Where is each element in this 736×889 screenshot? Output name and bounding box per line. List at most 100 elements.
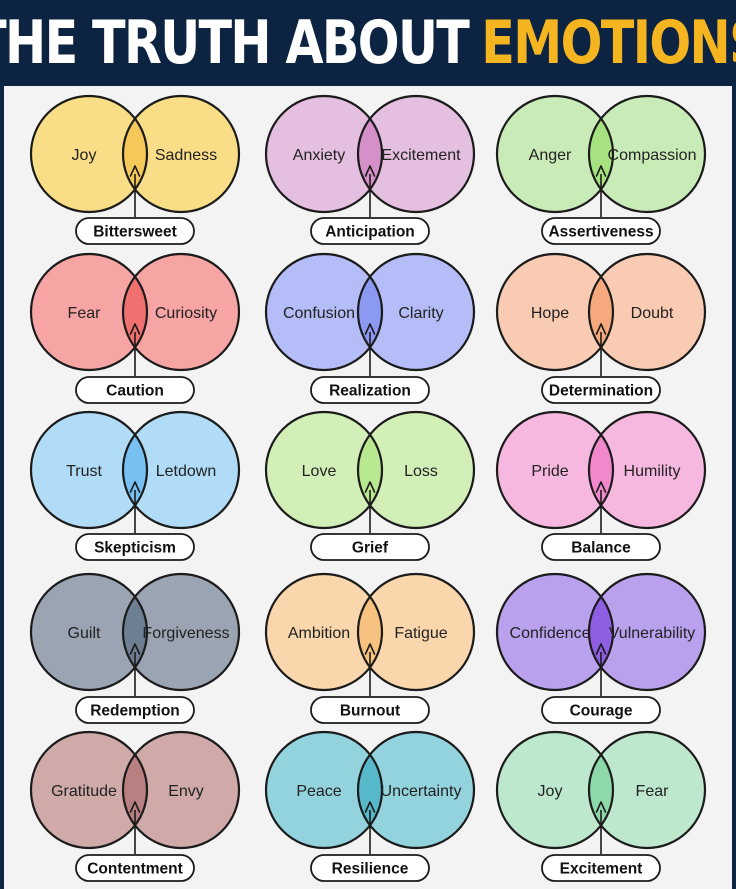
left-circle-outline xyxy=(264,410,384,530)
right-emotion-label: Clarity xyxy=(398,305,443,322)
right-circle-outline xyxy=(121,252,241,372)
left-circle-fill xyxy=(266,412,382,528)
result-label: Determination xyxy=(549,383,653,400)
right-circle-outline xyxy=(121,572,241,692)
arrow-head xyxy=(364,801,376,813)
left-emotion-label: Ambition xyxy=(288,625,350,642)
venn-1: Bittersweet Joy Sadness xyxy=(29,94,241,245)
venn-13: Contentment Gratitude Envy xyxy=(29,730,241,882)
left-emotion-label: Anxiety xyxy=(293,147,345,164)
left-emotion-label: Hope xyxy=(531,305,569,322)
arrow-head xyxy=(364,323,376,335)
arrow-head xyxy=(129,643,141,655)
result-label-pill xyxy=(541,854,661,882)
result-label-pill xyxy=(75,217,195,245)
result-label: Courage xyxy=(570,703,633,720)
right-emotion-label: Vulnerability xyxy=(609,625,696,642)
right-emotion-label: Doubt xyxy=(631,305,674,322)
venn-5: Realization Confusion Clarity xyxy=(264,252,476,404)
right-circle-fill xyxy=(123,574,239,690)
result-label: Resilience xyxy=(332,861,409,878)
result-label: Excitement xyxy=(560,861,643,878)
left-circle-outline xyxy=(29,730,149,850)
result-label: Burnout xyxy=(340,703,400,720)
right-circle-fill xyxy=(123,412,239,528)
right-circle-fill xyxy=(123,254,239,370)
arrow-head xyxy=(129,801,141,813)
right-circle-fill xyxy=(589,96,705,212)
venn-3: Assertiveness Anger Compassion xyxy=(495,94,707,245)
result-label-pill xyxy=(310,376,430,404)
right-emotion-label: Forgiveness xyxy=(142,625,229,642)
title-part-2: EMOTIONS xyxy=(481,8,736,78)
right-circle-outline xyxy=(356,730,476,850)
right-emotion-label: Excitement xyxy=(381,147,461,164)
result-label: Realization xyxy=(329,383,411,400)
venn-10: Redemption Guilt Forgiveness xyxy=(29,572,241,724)
left-circle-fill xyxy=(31,412,147,528)
right-emotion-label: Envy xyxy=(168,783,204,800)
right-emotion-label: Letdown xyxy=(156,463,217,480)
left-emotion-label: Peace xyxy=(296,783,341,800)
right-circle-fill xyxy=(358,96,474,212)
left-circle-outline xyxy=(264,730,384,850)
right-circle-fill xyxy=(589,254,705,370)
result-label-pill xyxy=(75,854,195,882)
result-label-pill xyxy=(310,533,430,561)
venn-12: Courage Confidence Vulnerability xyxy=(495,572,707,724)
left-circle-fill xyxy=(266,254,382,370)
right-emotion-label: Fear xyxy=(636,783,670,800)
left-circle-fill xyxy=(31,96,147,212)
result-label-pill xyxy=(75,533,195,561)
right-emotion-label: Sadness xyxy=(155,147,217,164)
right-emotion-label: Uncertainty xyxy=(381,783,462,800)
right-circle-outline xyxy=(356,410,476,530)
right-circle-outline xyxy=(587,94,707,214)
right-emotion-label: Curiosity xyxy=(155,305,217,322)
arrow-head xyxy=(595,165,607,177)
venn-2: Anticipation Anxiety Excitement xyxy=(264,94,476,245)
left-emotion-label: Anger xyxy=(529,147,572,164)
venn-7: Skepticism Trust Letdown xyxy=(29,410,241,561)
result-label-pill xyxy=(75,696,195,724)
venn-4: Caution Fear Curiosity xyxy=(29,252,241,404)
right-circle-fill xyxy=(589,574,705,690)
right-circle-outline xyxy=(587,410,707,530)
left-circle-outline xyxy=(29,94,149,214)
right-circle-outline xyxy=(587,730,707,850)
arrow-head xyxy=(129,323,141,335)
right-circle-outline xyxy=(356,572,476,692)
page-title: THE TRUTH ABOUT EMOTIONS xyxy=(0,0,736,86)
right-emotion-label: Loss xyxy=(404,463,438,480)
left-circle-outline xyxy=(495,94,615,214)
left-emotion-label: Guilt xyxy=(68,625,101,642)
right-circle-outline xyxy=(356,252,476,372)
left-circle-fill xyxy=(31,732,147,848)
result-label-pill xyxy=(310,696,430,724)
right-emotion-label: Humility xyxy=(624,463,681,480)
result-label: Redemption xyxy=(90,703,180,720)
result-label: Bittersweet xyxy=(93,224,177,241)
result-label: Anticipation xyxy=(325,224,415,241)
left-emotion-label: Pride xyxy=(531,463,568,480)
left-emotion-label: Fear xyxy=(68,305,102,322)
result-label-pill xyxy=(541,696,661,724)
result-label: Skepticism xyxy=(94,540,176,557)
right-circle-fill xyxy=(123,96,239,212)
left-circle-fill xyxy=(266,574,382,690)
result-label: Grief xyxy=(352,540,389,557)
left-emotion-label: Joy xyxy=(72,147,97,164)
right-emotion-label: Fatigue xyxy=(394,625,447,642)
arrow-head xyxy=(364,165,376,177)
left-circle-outline xyxy=(495,252,615,372)
left-circle-fill xyxy=(497,412,613,528)
right-circle-fill xyxy=(358,732,474,848)
left-circle-outline xyxy=(495,410,615,530)
right-circle-outline xyxy=(587,572,707,692)
result-label: Assertiveness xyxy=(548,224,653,241)
right-circle-outline xyxy=(356,94,476,214)
result-label: Caution xyxy=(106,383,164,400)
left-emotion-label: Gratitude xyxy=(51,783,117,800)
left-circle-outline xyxy=(264,252,384,372)
